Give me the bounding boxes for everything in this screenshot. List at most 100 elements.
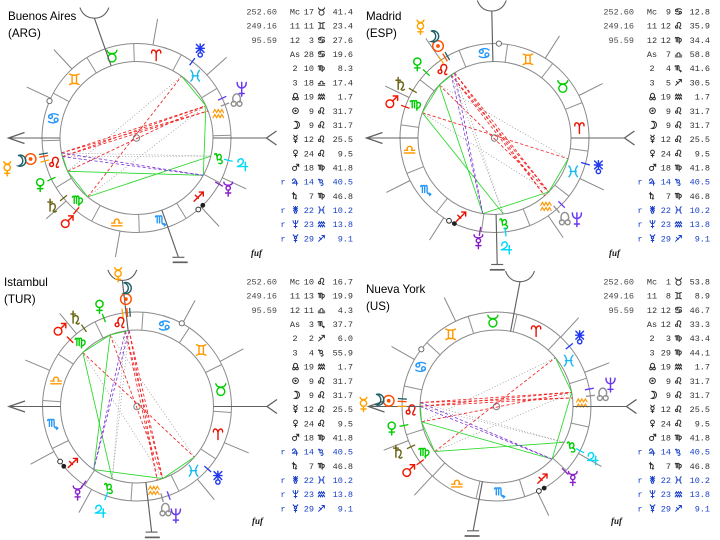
svg-text:9.1: 9.1 bbox=[338, 234, 353, 244]
svg-text:fuf: fuf bbox=[251, 248, 263, 258]
svg-text:r: r bbox=[637, 504, 642, 514]
svg-text:46.8: 46.8 bbox=[333, 192, 353, 202]
svg-text:19: 19 bbox=[304, 93, 314, 103]
svg-text:12: 12 bbox=[661, 405, 671, 415]
svg-text:11: 11 bbox=[290, 22, 300, 32]
svg-text:r: r bbox=[280, 220, 285, 230]
svg-text:35.9: 35.9 bbox=[690, 22, 710, 32]
svg-text:17.4: 17.4 bbox=[333, 78, 353, 88]
svg-text:16.7: 16.7 bbox=[333, 278, 353, 288]
svg-text:As: As bbox=[290, 50, 300, 60]
svg-text:6.0: 6.0 bbox=[338, 334, 353, 344]
svg-text:11: 11 bbox=[304, 22, 314, 32]
svg-text:9: 9 bbox=[309, 391, 314, 401]
svg-text:7: 7 bbox=[666, 192, 671, 202]
svg-text:31.7: 31.7 bbox=[333, 391, 353, 401]
svg-text:9.1: 9.1 bbox=[695, 234, 710, 244]
svg-text:12: 12 bbox=[661, 306, 671, 316]
svg-text:13: 13 bbox=[304, 292, 314, 302]
svg-text:19: 19 bbox=[304, 363, 314, 373]
svg-text:9: 9 bbox=[666, 8, 671, 18]
svg-text:17: 17 bbox=[304, 8, 314, 18]
svg-text:58.8: 58.8 bbox=[690, 50, 710, 60]
svg-text:13.8: 13.8 bbox=[333, 490, 353, 500]
svg-text:3: 3 bbox=[309, 320, 314, 330]
svg-text:31.7: 31.7 bbox=[690, 377, 710, 387]
svg-text:Nueva York: Nueva York bbox=[366, 283, 426, 296]
svg-text:25.5: 25.5 bbox=[690, 135, 710, 145]
svg-text:r: r bbox=[280, 234, 285, 244]
svg-text:2: 2 bbox=[309, 334, 314, 344]
svg-text:11: 11 bbox=[647, 22, 657, 32]
svg-text:9: 9 bbox=[309, 121, 314, 131]
svg-text:29: 29 bbox=[661, 348, 671, 358]
svg-text:23: 23 bbox=[304, 490, 314, 500]
svg-text:As: As bbox=[647, 50, 657, 60]
svg-text:9: 9 bbox=[666, 107, 671, 117]
svg-text:13.8: 13.8 bbox=[690, 220, 710, 230]
svg-text:19.6: 19.6 bbox=[333, 50, 353, 60]
svg-text:41.8: 41.8 bbox=[690, 164, 710, 174]
svg-text:As: As bbox=[290, 320, 300, 330]
svg-text:r: r bbox=[637, 448, 642, 458]
svg-text:29: 29 bbox=[304, 234, 314, 244]
svg-text:r: r bbox=[280, 476, 285, 486]
svg-text:r: r bbox=[637, 206, 642, 216]
svg-text:249.16: 249.16 bbox=[603, 292, 634, 302]
svg-text:22: 22 bbox=[304, 206, 314, 216]
svg-text:33.3: 33.3 bbox=[690, 320, 710, 330]
svg-text:18: 18 bbox=[304, 164, 314, 174]
svg-text:8.3: 8.3 bbox=[338, 64, 353, 74]
svg-text:Madrid: Madrid bbox=[366, 10, 401, 23]
svg-text:1: 1 bbox=[666, 278, 671, 288]
svg-text:14: 14 bbox=[304, 178, 314, 188]
svg-text:14: 14 bbox=[304, 448, 314, 458]
svg-text:Buenos Aires: Buenos Aires bbox=[8, 10, 77, 23]
svg-text:25.5: 25.5 bbox=[333, 135, 353, 145]
svg-text:31.7: 31.7 bbox=[690, 107, 710, 117]
svg-text:22: 22 bbox=[661, 476, 671, 486]
svg-text:41.4: 41.4 bbox=[333, 8, 353, 18]
svg-text:252.60: 252.60 bbox=[603, 278, 634, 288]
svg-text:r: r bbox=[280, 206, 285, 216]
svg-text:7: 7 bbox=[666, 462, 671, 472]
svg-text:10.2: 10.2 bbox=[690, 476, 710, 486]
svg-text:13.8: 13.8 bbox=[690, 490, 710, 500]
svg-text:9: 9 bbox=[309, 377, 314, 387]
svg-text:252.60: 252.60 bbox=[246, 278, 277, 288]
svg-text:(ESP): (ESP) bbox=[366, 27, 397, 40]
svg-text:95.59: 95.59 bbox=[251, 306, 277, 316]
svg-text:(US): (US) bbox=[366, 300, 390, 313]
svg-text:46.8: 46.8 bbox=[333, 462, 353, 472]
svg-text:(ARG): (ARG) bbox=[8, 27, 41, 40]
svg-text:9.5: 9.5 bbox=[338, 419, 353, 429]
svg-text:22: 22 bbox=[304, 476, 314, 486]
svg-text:249.16: 249.16 bbox=[246, 22, 277, 32]
svg-text:41.8: 41.8 bbox=[690, 434, 710, 444]
svg-text:2: 2 bbox=[292, 64, 297, 74]
svg-text:r: r bbox=[280, 490, 285, 500]
svg-text:55.9: 55.9 bbox=[333, 348, 353, 358]
svg-text:11: 11 bbox=[290, 292, 300, 302]
svg-text:29: 29 bbox=[304, 504, 314, 514]
svg-text:r: r bbox=[280, 448, 285, 458]
svg-text:40.5: 40.5 bbox=[333, 448, 353, 458]
svg-text:9.5: 9.5 bbox=[338, 149, 353, 159]
svg-text:23.4: 23.4 bbox=[333, 22, 353, 32]
svg-text:252.60: 252.60 bbox=[246, 8, 277, 18]
svg-text:29: 29 bbox=[661, 504, 671, 514]
svg-text:3: 3 bbox=[649, 78, 654, 88]
svg-text:40.5: 40.5 bbox=[690, 448, 710, 458]
svg-text:r: r bbox=[637, 178, 642, 188]
svg-text:11: 11 bbox=[304, 306, 314, 316]
svg-text:95.59: 95.59 bbox=[608, 36, 634, 46]
svg-text:12.8: 12.8 bbox=[690, 8, 710, 18]
svg-text:24: 24 bbox=[661, 419, 671, 429]
svg-text:11: 11 bbox=[647, 292, 657, 302]
svg-text:12: 12 bbox=[661, 22, 671, 32]
svg-text:23: 23 bbox=[661, 220, 671, 230]
svg-text:3: 3 bbox=[309, 36, 314, 46]
svg-text:25.5: 25.5 bbox=[690, 405, 710, 415]
svg-text:40.5: 40.5 bbox=[690, 178, 710, 188]
svg-text:25.5: 25.5 bbox=[333, 405, 353, 415]
